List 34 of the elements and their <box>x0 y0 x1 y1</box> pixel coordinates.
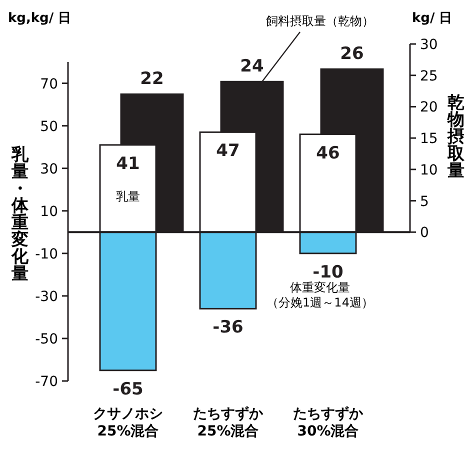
y-tick-label: -30 <box>35 288 58 305</box>
y2-tick-label: 20 <box>420 100 438 116</box>
x-tick-label: クサノホシ 25%混合 <box>93 406 163 440</box>
data-label: -65 <box>112 379 144 400</box>
y-tick-label: 10 <box>40 204 58 220</box>
y-tick-label: 70 <box>40 76 58 92</box>
data-label: 47 <box>216 141 240 162</box>
y2-tick-label: 25 <box>420 68 438 84</box>
y2-tick-label: 5 <box>420 194 429 210</box>
data-label: 22 <box>140 69 164 90</box>
y2-tick-label: 30 <box>420 37 438 53</box>
text: 飼料摂取量（乾物） <box>266 14 374 28</box>
y-tick-label: 50 <box>40 118 58 135</box>
y-axis-title: 乳量・体重変化量 <box>10 145 30 284</box>
y-tick-label: 30 <box>40 161 58 178</box>
x-tick-label: たちすずか 25%混合 <box>193 406 264 440</box>
data-label: 41 <box>116 154 140 174</box>
y-tick-label: -70 <box>35 374 58 390</box>
data-label: -10 <box>312 262 344 282</box>
y2-tick-label: 0 <box>420 225 429 242</box>
series-label: 体重変化量（分娩1週～14週） <box>266 280 374 310</box>
y-tick-label: -50 <box>35 331 58 348</box>
y-tick-label: -10 <box>35 246 58 262</box>
data-label: 46 <box>316 143 340 164</box>
x-tick-label: たちすずか 30%混合 <box>293 406 364 440</box>
data-label: -36 <box>212 318 244 338</box>
y2-axis-title: 乾物摂取量 <box>446 93 466 181</box>
y2-tick-label: 10 <box>420 162 438 178</box>
series-label: 乳量 <box>116 190 140 204</box>
text: kg,kg/ 日 <box>8 11 72 26</box>
y2-tick-label: 15 <box>420 131 438 148</box>
data-label: 24 <box>240 56 264 77</box>
data-label: 26 <box>340 44 364 64</box>
text: kg/ 日 <box>412 11 452 26</box>
